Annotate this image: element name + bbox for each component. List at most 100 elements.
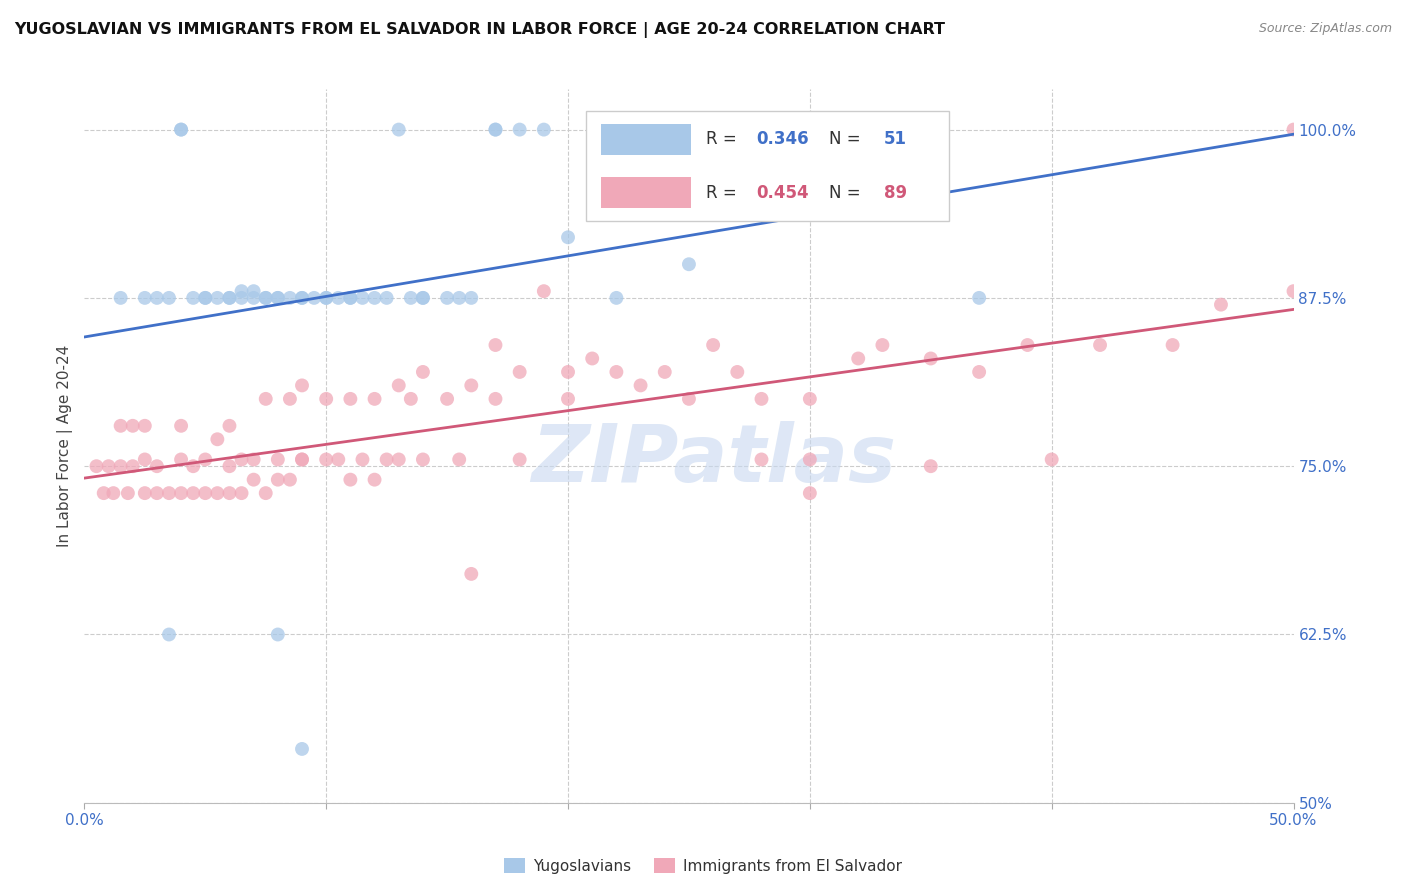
Point [702, 338, 724, 352]
Point [1161, 338, 1184, 352]
Point [117, 486, 139, 500]
Point [388, 122, 411, 136]
Point [218, 291, 240, 305]
Point [533, 284, 555, 298]
Point [399, 392, 422, 406]
Point [654, 365, 676, 379]
Point [1088, 338, 1111, 352]
Point [751, 452, 773, 467]
Point [967, 291, 990, 305]
Point [134, 452, 156, 467]
Point [339, 291, 361, 305]
Point [181, 486, 204, 500]
Point [207, 432, 229, 446]
Point [328, 452, 350, 467]
Point [267, 452, 290, 467]
Point [110, 291, 132, 305]
Point [375, 452, 398, 467]
Point [157, 627, 180, 641]
Point [170, 486, 193, 500]
Point [678, 392, 700, 406]
Point [93, 486, 115, 500]
Text: YUGOSLAVIAN VS IMMIGRANTS FROM EL SALVADOR IN LABOR FORCE | AGE 20-24 CORRELATIO: YUGOSLAVIAN VS IMMIGRANTS FROM EL SALVAD… [14, 22, 945, 38]
Point [315, 452, 337, 467]
Point [86, 459, 108, 474]
Point [460, 566, 482, 581]
Point [388, 452, 411, 467]
Point [725, 365, 748, 379]
Point [170, 122, 193, 136]
Point [799, 392, 821, 406]
Point [412, 365, 434, 379]
Point [231, 452, 253, 467]
Point [302, 291, 325, 305]
Point [110, 459, 132, 474]
Point [449, 452, 471, 467]
Point [291, 291, 314, 305]
Point [267, 291, 290, 305]
Point [254, 392, 277, 406]
Point [291, 378, 314, 392]
Point [375, 291, 398, 305]
Point [218, 486, 240, 500]
Point [134, 486, 156, 500]
Point [799, 452, 821, 467]
Point [121, 459, 143, 474]
Point [207, 486, 229, 500]
Point [146, 486, 169, 500]
Point [1209, 298, 1232, 312]
Point [181, 459, 204, 474]
Point [328, 291, 350, 305]
Y-axis label: In Labor Force | Age 20-24: In Labor Force | Age 20-24 [58, 345, 73, 547]
Point [436, 392, 458, 406]
Point [967, 365, 990, 379]
Point [557, 230, 579, 244]
Point [388, 378, 411, 392]
Point [278, 473, 301, 487]
Point [207, 291, 229, 305]
Point [170, 418, 193, 433]
Point [242, 291, 264, 305]
Point [278, 291, 301, 305]
Point [460, 291, 482, 305]
Point [170, 122, 193, 136]
Point [254, 291, 277, 305]
Point [920, 351, 942, 366]
Text: ZIPatlas: ZIPatlas [530, 421, 896, 500]
Point [231, 291, 253, 305]
Point [484, 122, 506, 136]
Point [1282, 122, 1305, 136]
Point [218, 291, 240, 305]
Point [242, 473, 264, 487]
Point [630, 378, 652, 392]
Point [557, 392, 579, 406]
Point [352, 452, 374, 467]
Point [97, 459, 120, 474]
Point [291, 452, 314, 467]
Point [242, 452, 264, 467]
Point [412, 291, 434, 305]
Point [436, 291, 458, 305]
Point [799, 177, 821, 191]
Point [291, 291, 314, 305]
Point [218, 418, 240, 433]
Point [315, 291, 337, 305]
Point [920, 459, 942, 474]
Point [218, 459, 240, 474]
Point [315, 291, 337, 305]
Point [103, 486, 125, 500]
Point [412, 291, 434, 305]
Point [157, 291, 180, 305]
Point [509, 365, 531, 379]
Point [412, 452, 434, 467]
Point [181, 291, 204, 305]
Point [484, 338, 506, 352]
Text: Source: ZipAtlas.com: Source: ZipAtlas.com [1258, 22, 1392, 36]
Point [399, 291, 422, 305]
Point [605, 365, 627, 379]
Point [449, 291, 471, 305]
Point [146, 291, 169, 305]
Point [291, 742, 314, 756]
Point [363, 473, 385, 487]
Point [751, 392, 773, 406]
